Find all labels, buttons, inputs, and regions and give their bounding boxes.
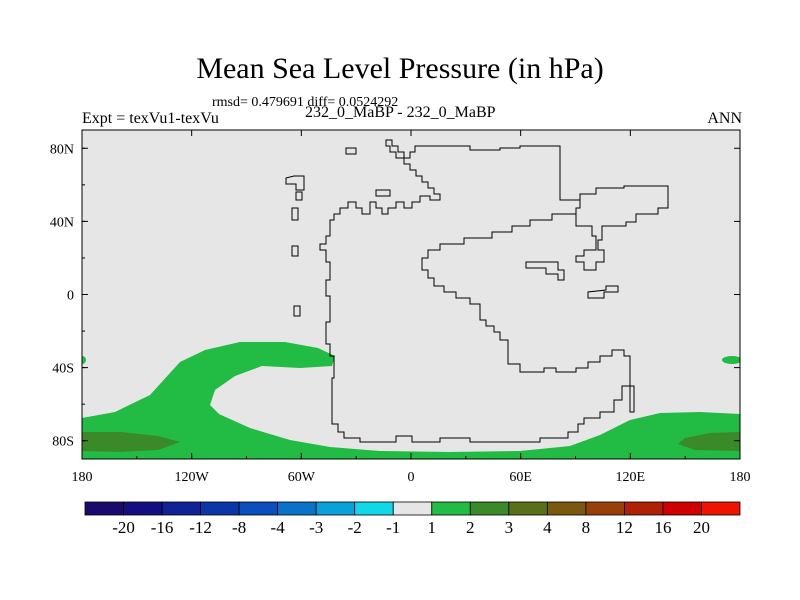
x-axis: 180 120W 60W 0 60E 120E 180 [72, 130, 751, 485]
season-label: ANN [707, 110, 742, 127]
x-tick-label-1: 120W [175, 470, 210, 485]
colorbar-label-6: -2 [348, 518, 362, 537]
colorbar-label-4: -4 [271, 518, 286, 537]
y-tick-label-2: 0 [67, 289, 74, 304]
colorbar-label-0: -20 [112, 518, 135, 537]
coastline-west-island-3 [291, 207, 299, 221]
colorbar-label-14: 16 [654, 518, 671, 537]
coastline-west-island-5 [293, 305, 301, 317]
colorbar-label-1: -16 [151, 518, 174, 537]
coastline-west-island-1 [285, 175, 305, 191]
coastlines [285, 139, 669, 443]
colorbar-box-12 [546, 501, 587, 516]
x-tick-label-4: 60E [509, 470, 532, 485]
colorbar-box-11 [508, 501, 548, 516]
y-tick-label-3: 40S [52, 362, 74, 377]
x-tick-label-3: 0 [408, 470, 415, 485]
field-south-pacific-arc [82, 342, 335, 452]
experiment-label: Expt = texVu1-texVu [82, 110, 219, 127]
colorbar-box-9 [431, 501, 471, 516]
case-label: 232_0_MaBP - 232_0_MaBP [305, 104, 496, 121]
colorbar-label-5: -3 [309, 518, 323, 537]
field-small-patch-west [82, 356, 86, 364]
coastline-west-island-2 [295, 191, 303, 201]
colorbar-box-14 [624, 501, 664, 516]
x-tick-label-6: 180 [730, 470, 751, 485]
colorbar-box-4 [238, 501, 279, 516]
colorbar-box-16 [701, 501, 741, 516]
field-layer [82, 342, 740, 459]
colorbar-box-7 [354, 501, 394, 516]
colorbar-box-15 [662, 501, 702, 516]
y-axis: 80N 40N 0 40S 80S [50, 142, 740, 450]
stats-line: rmsd= 0.479691 diff= 0.0524292 [212, 95, 399, 110]
colorbar-label-15: 20 [693, 518, 710, 537]
y-tick-label-4: 80S [52, 435, 74, 450]
colorbar-box-3 [200, 501, 240, 516]
colorbar-box-6 [315, 501, 356, 516]
field-polar-dark-west [82, 432, 180, 452]
colorbar-box-1 [123, 501, 163, 516]
colorbar-label-11: 4 [543, 518, 552, 537]
colorbar: -20 -16 -12 -8 -4 -3 -2 -1 1 2 3 4 8 12 16 20 [84, 501, 741, 537]
x-tick-label-2: 60W [288, 470, 316, 485]
coastline-east-islands [587, 285, 619, 299]
x-tick-label-5: 120E [616, 470, 646, 485]
coastline-west-island-4 [291, 245, 299, 257]
y-tick-label-1: 40N [50, 215, 74, 230]
colorbar-label-13: 12 [616, 518, 633, 537]
colorbar-box-13 [585, 501, 625, 516]
colorbar-label-10: 3 [505, 518, 514, 537]
coastline-north-east [575, 185, 669, 271]
colorbar-box-10 [469, 501, 510, 516]
colorbar-label-9: 2 [466, 518, 475, 537]
chart-title: Mean Sea Level Pressure (in hPa) [196, 52, 604, 85]
colorbar-label-8: 1 [428, 518, 437, 537]
colorbar-label-2: -12 [189, 518, 212, 537]
y-tick-label-0: 80N [50, 142, 74, 157]
coastline-inland-sea [525, 261, 565, 281]
field-small-patch-east [722, 356, 740, 364]
coastline-main-continent [319, 139, 635, 443]
colorbar-box-5 [277, 501, 317, 516]
colorbar-label-7: -1 [386, 518, 400, 537]
colorbar-label-12: 8 [582, 518, 591, 537]
colorbar-box-2 [161, 501, 201, 516]
coastline-north-island-2 [375, 189, 391, 197]
colorbar-label-3: -8 [232, 518, 246, 537]
coastline-north-island-1 [345, 147, 357, 155]
x-tick-label-0: 180 [72, 470, 93, 485]
colorbar-box-8 [392, 501, 433, 516]
field-polar-dark-east [678, 432, 740, 451]
colorbar-box-0 [84, 501, 124, 516]
